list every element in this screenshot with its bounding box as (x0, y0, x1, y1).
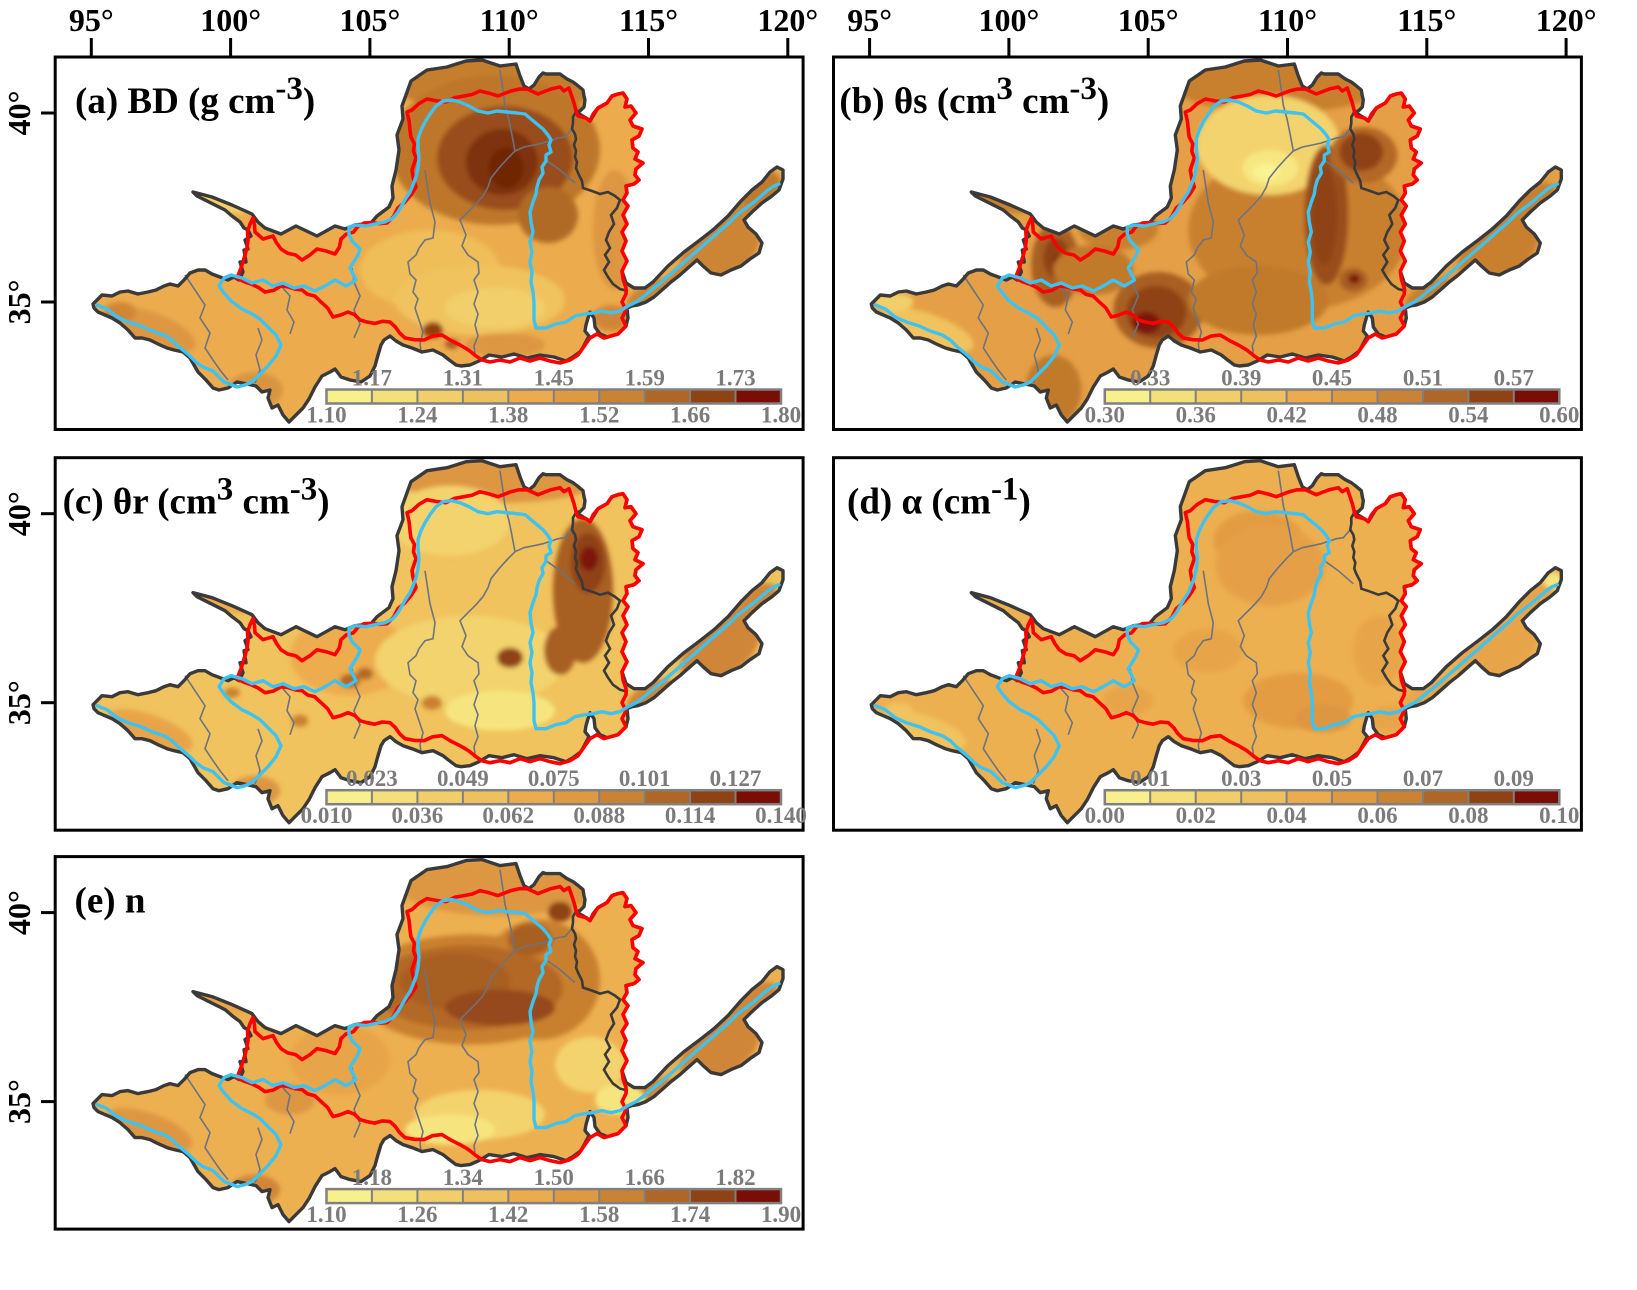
svg-text:0.04: 0.04 (1266, 803, 1307, 828)
svg-text:0.51: 0.51 (1403, 366, 1443, 391)
svg-text:0.09: 0.09 (1494, 766, 1534, 791)
svg-text:115°: 115° (1397, 2, 1456, 38)
svg-text:0.45: 0.45 (1312, 366, 1352, 391)
svg-text:105°: 105° (1118, 2, 1179, 38)
svg-text:0.00: 0.00 (1085, 803, 1125, 828)
svg-text:0.06: 0.06 (1357, 803, 1397, 828)
svg-text:(a) BD (g cm-3): (a) BD (g cm-3) (75, 71, 315, 122)
svg-text:1.66: 1.66 (670, 403, 710, 428)
svg-text:35°: 35° (1, 280, 37, 325)
svg-text:1.50: 1.50 (534, 1165, 574, 1190)
svg-text:1.24: 1.24 (397, 403, 438, 428)
svg-text:1.52: 1.52 (579, 403, 619, 428)
svg-text:0.08: 0.08 (1448, 803, 1488, 828)
svg-text:35°: 35° (1, 1079, 37, 1124)
svg-text:(c) θr (cm3 cm-3): (c) θr (cm3 cm-3) (63, 472, 330, 523)
svg-text:1.73: 1.73 (715, 366, 755, 391)
svg-text:120°: 120° (1536, 2, 1597, 38)
svg-text:1.18: 1.18 (352, 1165, 392, 1190)
svg-text:0.062: 0.062 (482, 803, 534, 828)
svg-text:1.45: 1.45 (534, 366, 574, 391)
svg-text:(d) α (cm-1): (d) α (cm-1) (847, 472, 1031, 523)
svg-text:110°: 110° (480, 2, 539, 38)
svg-text:1.82: 1.82 (715, 1165, 755, 1190)
svg-text:1.10: 1.10 (306, 403, 346, 428)
svg-text:1.58: 1.58 (579, 1202, 619, 1227)
svg-text:0.33: 0.33 (1130, 366, 1170, 391)
svg-text:40°: 40° (1, 491, 37, 536)
svg-text:1.10: 1.10 (306, 1202, 346, 1227)
svg-text:110°: 110° (1258, 2, 1317, 38)
svg-text:1.17: 1.17 (352, 366, 392, 391)
svg-text:0.36: 0.36 (1176, 403, 1216, 428)
svg-text:0.54: 0.54 (1448, 403, 1489, 428)
svg-text:40°: 40° (1, 91, 37, 136)
svg-text:0.30: 0.30 (1085, 403, 1125, 428)
svg-text:0.049: 0.049 (437, 766, 489, 791)
svg-text:95°: 95° (69, 2, 114, 38)
svg-text:0.48: 0.48 (1357, 403, 1397, 428)
svg-text:0.088: 0.088 (573, 803, 625, 828)
svg-text:(e) n: (e) n (75, 881, 146, 922)
svg-text:1.66: 1.66 (625, 1165, 665, 1190)
svg-text:0.03: 0.03 (1221, 766, 1261, 791)
svg-text:0.010: 0.010 (301, 803, 353, 828)
svg-text:100°: 100° (200, 2, 261, 38)
svg-text:120°: 120° (757, 2, 818, 38)
svg-text:1.59: 1.59 (625, 366, 665, 391)
svg-text:1.42: 1.42 (488, 1202, 528, 1227)
svg-text:1.34: 1.34 (443, 1165, 484, 1190)
svg-text:1.90: 1.90 (761, 1202, 801, 1227)
svg-text:0.05: 0.05 (1312, 766, 1352, 791)
svg-text:0.02: 0.02 (1176, 803, 1216, 828)
svg-text:95°: 95° (847, 2, 892, 38)
svg-text:100°: 100° (979, 2, 1040, 38)
svg-text:0.39: 0.39 (1221, 366, 1261, 391)
svg-text:40°: 40° (1, 890, 37, 935)
svg-text:35°: 35° (1, 680, 37, 725)
svg-text:105°: 105° (340, 2, 401, 38)
svg-text:(b) θs (cm3 cm-3): (b) θs (cm3 cm-3) (839, 71, 1109, 122)
svg-text:0.10: 0.10 (1539, 803, 1579, 828)
svg-text:115°: 115° (619, 2, 678, 38)
svg-text:0.101: 0.101 (619, 766, 671, 791)
svg-text:0.036: 0.036 (392, 803, 444, 828)
svg-text:0.07: 0.07 (1403, 766, 1443, 791)
svg-text:1.74: 1.74 (670, 1202, 711, 1227)
svg-text:0.42: 0.42 (1266, 403, 1306, 428)
svg-text:1.38: 1.38 (488, 403, 528, 428)
svg-text:0.01: 0.01 (1130, 766, 1170, 791)
svg-text:0.140: 0.140 (755, 803, 807, 828)
svg-text:1.26: 1.26 (397, 1202, 437, 1227)
svg-text:0.023: 0.023 (346, 766, 398, 791)
svg-text:0.60: 0.60 (1539, 403, 1579, 428)
svg-text:0.075: 0.075 (528, 766, 580, 791)
svg-text:1.80: 1.80 (761, 403, 801, 428)
svg-text:1.31: 1.31 (443, 366, 483, 391)
svg-text:0.57: 0.57 (1494, 366, 1534, 391)
svg-text:0.114: 0.114 (665, 803, 716, 828)
svg-text:0.127: 0.127 (710, 766, 762, 791)
